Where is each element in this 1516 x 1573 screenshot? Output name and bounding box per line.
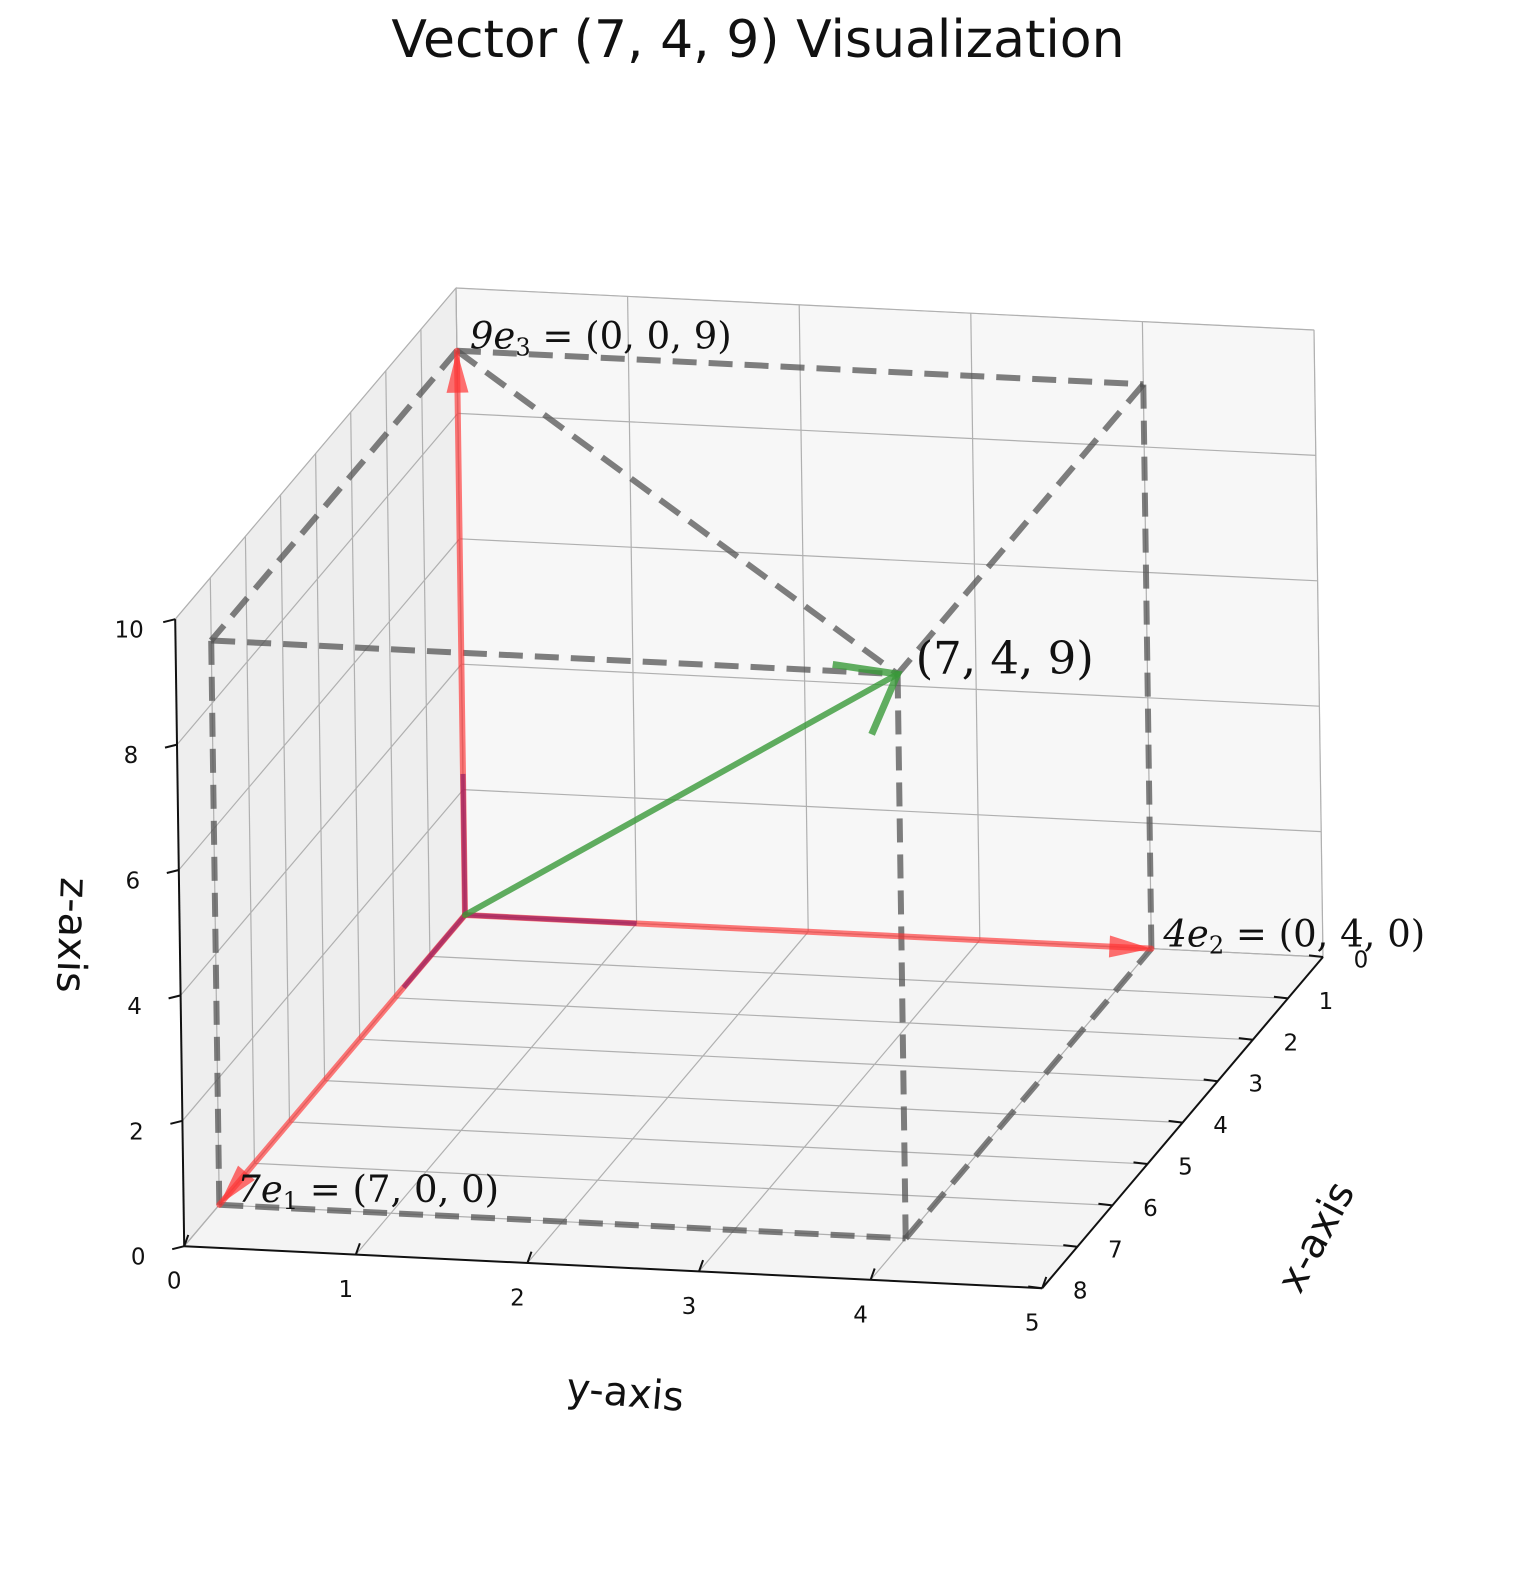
- back-pane: [455, 287, 1324, 958]
- x-tick-label: 2: [1283, 1030, 1298, 1056]
- z-tick-mark: [166, 869, 180, 874]
- z-axis-line: [174, 619, 186, 1247]
- gridline-back-y: [1313, 329, 1324, 958]
- gridline-side-x: [279, 494, 291, 1123]
- chart-title: Vector (7, 4, 9) Visualization: [391, 10, 1125, 70]
- gridline-floor-x: [219, 1204, 1078, 1248]
- guide-line: [1140, 384, 1155, 949]
- x-tick-mark: [1238, 1037, 1253, 1041]
- guide-lines: [208, 347, 1155, 1242]
- z-tick-label: 0: [131, 1245, 146, 1271]
- y-tick-mark: [526, 1251, 533, 1264]
- z-tick-label: 6: [125, 869, 140, 895]
- x-tick-mark: [1308, 954, 1324, 958]
- component-arrow-overlap-2: [464, 912, 637, 926]
- y-axis-label: y-axis: [565, 1365, 686, 1421]
- z-tick-label: 8: [124, 743, 139, 769]
- vector-label: (7, 4, 9): [916, 632, 1094, 685]
- gridline-back-z: [463, 789, 1322, 833]
- y-tick-label: 1: [338, 1277, 353, 1303]
- component-label-2: 4e2 = (0, 4, 0): [1162, 912, 1425, 959]
- guide-line: [895, 382, 1146, 677]
- y-tick-label: 3: [682, 1294, 697, 1320]
- x-tick-label: 1: [1319, 989, 1334, 1015]
- axes: [162, 618, 1324, 1290]
- z-tick-mark: [171, 1245, 185, 1251]
- y-axis-line: [184, 1245, 1043, 1290]
- component-arrow-overlap-3: [460, 773, 468, 916]
- y-tick-mark: [869, 1268, 876, 1281]
- component-label-3: 9e3 = (0, 0, 9): [470, 314, 732, 361]
- guide-line: [455, 348, 900, 677]
- guide-line: [903, 946, 1154, 1241]
- component-arrow-overlap-1: [401, 913, 467, 990]
- z-tick-mark: [170, 1119, 183, 1125]
- x-tick-mark: [1063, 1244, 1078, 1248]
- y-tick-label: 0: [167, 1269, 182, 1295]
- guide-line: [894, 674, 909, 1239]
- guide-line: [211, 637, 898, 678]
- y-tick-label: 5: [1025, 1311, 1040, 1337]
- x-tick-label: 8: [1073, 1279, 1088, 1305]
- gridline-floor-x: [394, 997, 1253, 1041]
- z-tick-label: 2: [129, 1119, 144, 1145]
- component-arrowhead-1: [219, 1165, 255, 1205]
- gridline-floor-x: [359, 1038, 1218, 1082]
- component-label-1: 7e1 = (7, 0, 0): [237, 1167, 499, 1214]
- gridline-back-z: [455, 287, 1315, 331]
- gridline-side-x: [315, 453, 326, 1081]
- guide-line: [456, 347, 1144, 388]
- guide-line: [208, 348, 460, 643]
- x-tick-mark: [1028, 1285, 1043, 1290]
- gridline-floor-x: [429, 955, 1288, 999]
- y-tick-mark: [183, 1234, 190, 1247]
- x-tick-mark: [1273, 995, 1289, 1000]
- vector-arrow: [462, 671, 901, 918]
- x-tick-label: 5: [1178, 1155, 1193, 1181]
- z-tick-mark: [164, 743, 178, 749]
- vector-arrows: [216, 347, 1155, 1208]
- gridline-side-x: [420, 329, 431, 957]
- gridline-back-z: [459, 538, 1318, 582]
- guide-line: [219, 1201, 906, 1242]
- gridline-back-y: [970, 313, 981, 941]
- axis-panes: [174, 286, 1325, 1289]
- y-tick-label: 2: [510, 1286, 525, 1312]
- z-tick-label: 4: [127, 994, 142, 1020]
- gridline-side-x: [350, 412, 361, 1040]
- x-axis-label: x-axis: [1268, 1174, 1364, 1300]
- text-labels: 0 1 2 3 4 50123456780246810y-axisx-axisz-axis…: [47, 314, 1425, 1421]
- gridline-side-x: [385, 370, 396, 998]
- y-tick-mark: [354, 1242, 361, 1255]
- gridline-floor-x: [324, 1080, 1183, 1124]
- guide-line: [208, 640, 223, 1205]
- x-tick-label: 0: [1354, 948, 1369, 974]
- x-tick-mark: [1203, 1078, 1218, 1083]
- y-tick-mark: [698, 1259, 705, 1272]
- z-axis-label: z-axis: [47, 877, 97, 994]
- x-tick-mark: [1133, 1161, 1148, 1165]
- y-tick-mark: [1041, 1276, 1048, 1289]
- x-tick-label: 6: [1143, 1196, 1158, 1222]
- vector-arrowhead: [832, 660, 903, 736]
- gridline-back-z: [457, 412, 1316, 456]
- gridline-side-x: [244, 536, 255, 1164]
- z-tick-mark: [168, 994, 181, 1000]
- x-tick-mark: [1168, 1119, 1183, 1124]
- component-arrowhead-3: [446, 350, 469, 393]
- z-tick-mark: [162, 618, 176, 624]
- x-tick-label: 4: [1213, 1113, 1228, 1139]
- y-tick-label: 4: [853, 1302, 868, 1328]
- gridline-back-y: [798, 304, 809, 932]
- x-tick-label: 3: [1248, 1072, 1263, 1098]
- gridline-floor-x: [289, 1121, 1148, 1165]
- gridline-floor-x: [254, 1162, 1113, 1206]
- component-arrowhead-2: [1108, 935, 1152, 958]
- z-tick-label: 10: [115, 618, 144, 644]
- x-tick-label: 7: [1108, 1237, 1123, 1263]
- x-tick-mark: [1098, 1202, 1113, 1207]
